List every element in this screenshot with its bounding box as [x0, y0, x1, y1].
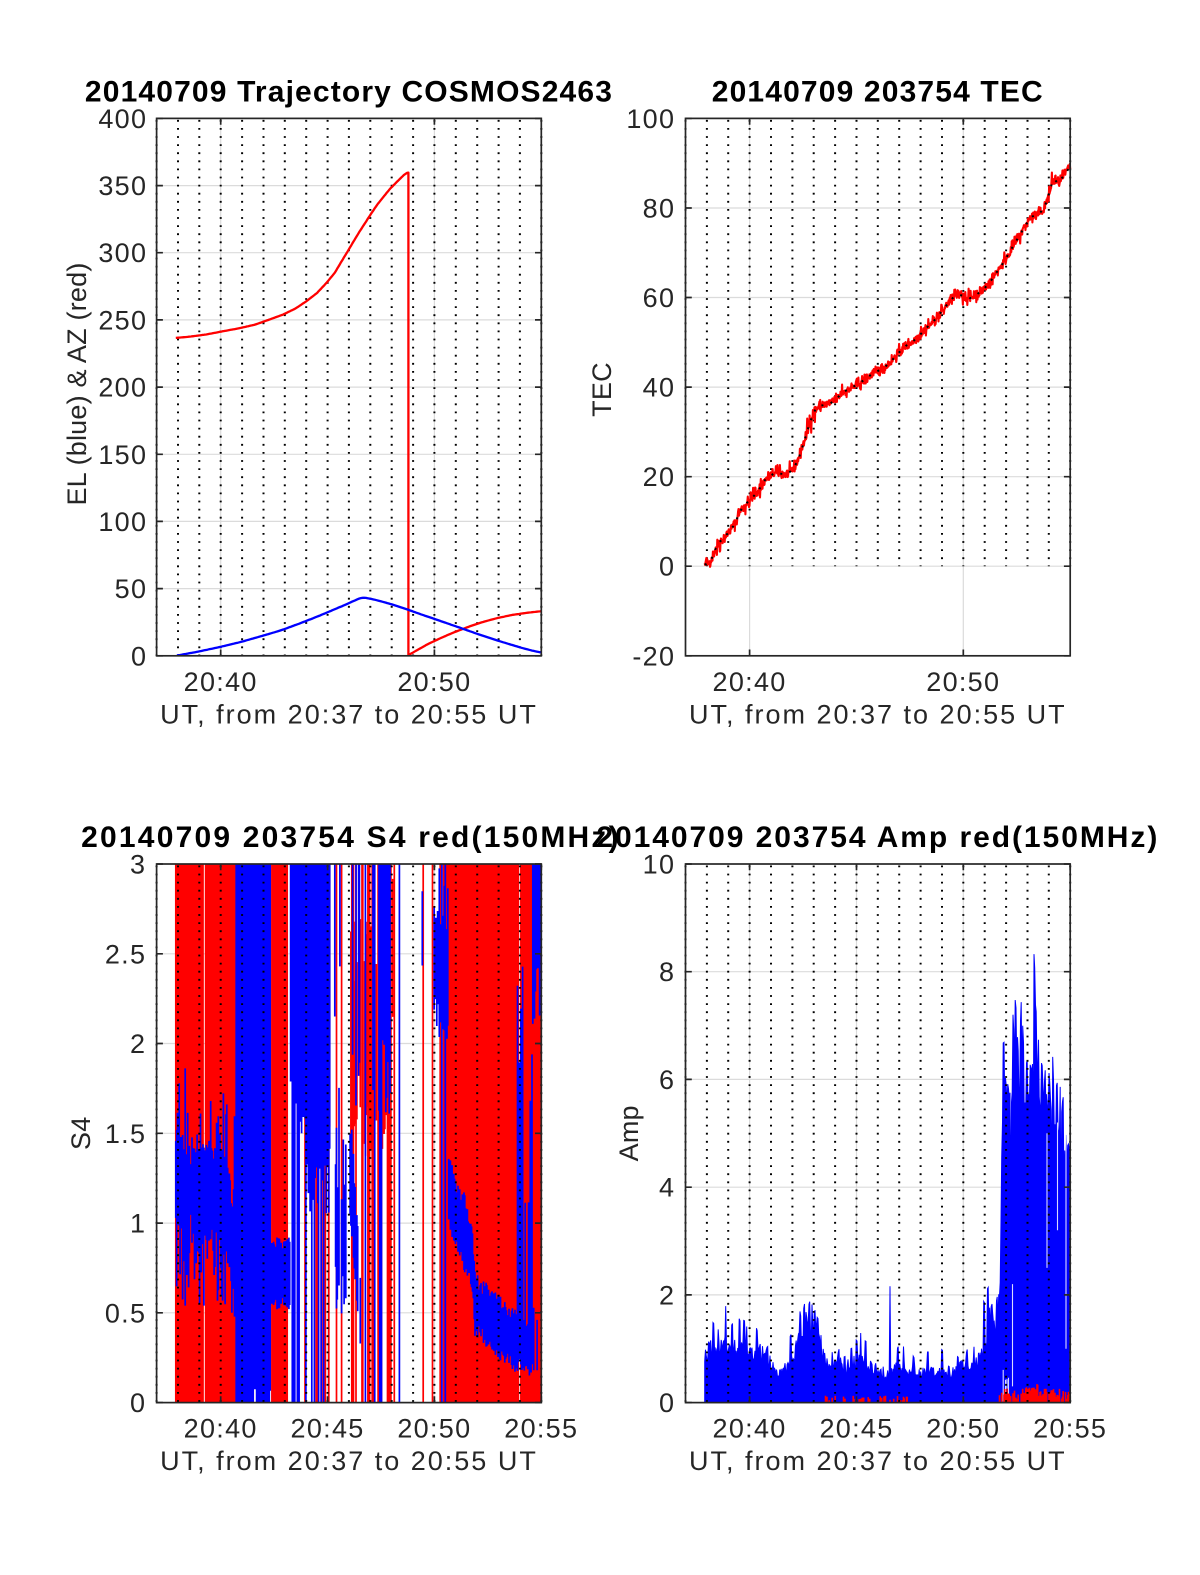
svg-text:20:55: 20:55: [1033, 1414, 1107, 1444]
svg-text:20140709 203754 TEC: 20140709 203754 TEC: [712, 76, 1044, 109]
svg-text:UT, from 20:37 to 20:55 UT: UT, from 20:37 to 20:55 UT: [160, 700, 538, 730]
svg-text:20:40: 20:40: [713, 1414, 787, 1444]
svg-text:Amp: Amp: [614, 1105, 644, 1161]
svg-text:1: 1: [130, 1209, 146, 1239]
svg-text:20:45: 20:45: [819, 1414, 893, 1444]
svg-text:0: 0: [131, 641, 147, 671]
svg-text:EL (blue) & AZ (red): EL (blue) & AZ (red): [62, 262, 92, 505]
svg-text:6: 6: [659, 1065, 675, 1095]
svg-text:20:40: 20:40: [713, 667, 787, 697]
svg-text:UT, from 20:37 to 20:55 UT: UT, from 20:37 to 20:55 UT: [689, 700, 1067, 730]
svg-text:20:50: 20:50: [397, 1414, 471, 1444]
svg-text:20140709 Trajectory COSMOS2463: 20140709 Trajectory COSMOS2463: [85, 76, 613, 109]
svg-text:2: 2: [130, 1029, 146, 1059]
svg-text:20:50: 20:50: [926, 667, 1000, 697]
svg-text:250: 250: [98, 305, 147, 335]
svg-text:UT, from 20:37 to 20:55 UT: UT, from 20:37 to 20:55 UT: [160, 1446, 538, 1476]
svg-text:400: 400: [98, 104, 147, 134]
svg-text:0: 0: [659, 1388, 675, 1418]
svg-text:20:50: 20:50: [397, 667, 471, 697]
svg-text:20:40: 20:40: [184, 667, 258, 697]
svg-text:20: 20: [643, 462, 676, 492]
svg-text:8: 8: [659, 957, 675, 987]
svg-text:100: 100: [98, 507, 147, 537]
svg-text:20:55: 20:55: [504, 1414, 578, 1444]
svg-text:20:45: 20:45: [291, 1414, 365, 1444]
svg-text:0: 0: [659, 552, 675, 582]
svg-text:2: 2: [659, 1280, 675, 1310]
svg-text:40: 40: [643, 373, 676, 403]
svg-text:1.5: 1.5: [105, 1119, 146, 1149]
svg-text:300: 300: [98, 238, 147, 268]
svg-text:20140709 203754 S4 red(150MHz): 20140709 203754 S4 red(150MHz): [81, 821, 621, 854]
svg-text:200: 200: [98, 373, 147, 403]
svg-text:0: 0: [130, 1388, 146, 1418]
svg-text:20140709 203754 Amp red(150MHz: 20140709 203754 Amp red(150MHz): [596, 821, 1159, 854]
svg-text:4: 4: [659, 1173, 675, 1203]
svg-text:20:50: 20:50: [926, 1414, 1000, 1444]
svg-text:2.5: 2.5: [105, 939, 146, 969]
svg-text:80: 80: [643, 194, 676, 224]
svg-text:10: 10: [643, 850, 676, 880]
svg-text:TEC: TEC: [587, 362, 617, 417]
svg-text:50: 50: [115, 574, 148, 604]
svg-text:60: 60: [643, 283, 676, 313]
svg-text:3: 3: [130, 850, 146, 880]
svg-text:0.5: 0.5: [105, 1298, 146, 1328]
svg-text:S4: S4: [66, 1117, 96, 1150]
svg-text:20:40: 20:40: [184, 1414, 258, 1444]
svg-text:-20: -20: [632, 641, 675, 671]
svg-text:350: 350: [98, 171, 147, 201]
svg-text:100: 100: [626, 104, 675, 134]
svg-text:UT, from 20:37 to 20:55 UT: UT, from 20:37 to 20:55 UT: [689, 1446, 1067, 1476]
svg-text:150: 150: [98, 440, 147, 470]
